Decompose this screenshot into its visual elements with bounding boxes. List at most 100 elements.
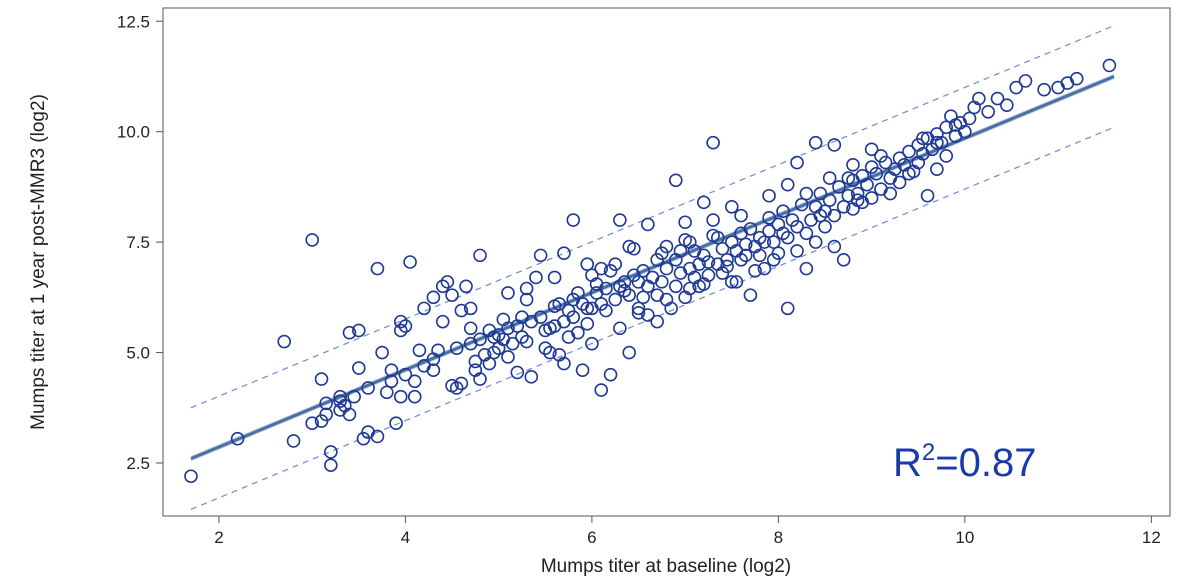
- data-point: [724, 275, 739, 289]
- data-point: [603, 264, 618, 278]
- y-axis: 2.5 5.0 7.5 10.0 12.5: [117, 12, 163, 473]
- data-point: [305, 233, 319, 247]
- data-point: [449, 341, 464, 355]
- data-point: [435, 279, 450, 294]
- data-point: [571, 325, 585, 340]
- data-point: [813, 186, 828, 201]
- data-point: [641, 308, 655, 322]
- data-point: [669, 173, 683, 188]
- data-point: [738, 237, 753, 252]
- data-point: [631, 301, 646, 316]
- data-point: [617, 283, 632, 298]
- data-point: [524, 370, 539, 384]
- data-point: [538, 341, 553, 355]
- data-point: [683, 235, 697, 249]
- data-point: [468, 354, 483, 369]
- data-point: [347, 389, 361, 404]
- data-point: [319, 396, 333, 411]
- data-point: [543, 345, 557, 360]
- y-tick-label: 7.5: [126, 233, 150, 252]
- data-point: [594, 261, 609, 276]
- data-point: [939, 149, 954, 163]
- data-point: [277, 334, 292, 349]
- data-point: [1000, 98, 1014, 112]
- data-point: [659, 261, 674, 276]
- data-point: [902, 166, 916, 181]
- data-point: [710, 230, 725, 245]
- x-axis-title: Mumps titer at baseline (log2): [541, 556, 791, 577]
- data-point: [1069, 71, 1084, 86]
- data-point: [552, 297, 567, 311]
- data-point: [594, 383, 609, 397]
- data-point: [827, 208, 842, 223]
- data-point: [678, 215, 692, 230]
- data-point: [608, 292, 623, 307]
- data-point: [776, 226, 790, 241]
- data-point: [846, 158, 860, 172]
- data-point: [426, 363, 441, 378]
- data-point: [734, 208, 748, 223]
- data-point: [655, 275, 669, 289]
- data-point: [440, 275, 455, 289]
- data-point: [729, 275, 744, 289]
- data-point: [473, 248, 487, 263]
- data-point: [780, 177, 795, 192]
- data-point: [757, 261, 772, 276]
- data-point: [599, 303, 613, 318]
- data-point: [333, 389, 347, 404]
- data-point: [827, 138, 842, 152]
- data-point: [655, 246, 669, 260]
- data-point: [463, 301, 478, 316]
- x-tick-label: 8: [774, 528, 783, 547]
- data-point: [738, 248, 753, 263]
- prediction-band-upper: [190, 25, 1115, 409]
- x-tick-label: 12: [1142, 528, 1161, 547]
- data-point: [869, 166, 884, 181]
- data-point: [482, 356, 497, 371]
- data-point: [916, 131, 930, 146]
- data-point: [561, 303, 576, 318]
- data-point: [613, 279, 627, 294]
- data-point: [398, 319, 413, 333]
- data-point: [631, 305, 646, 320]
- data-point: [762, 188, 776, 203]
- data-point: [375, 345, 389, 360]
- data-point: [808, 135, 823, 150]
- data-point: [585, 268, 599, 283]
- data-point: [641, 217, 655, 232]
- data-point: [473, 332, 487, 347]
- data-point: [990, 91, 1005, 106]
- data-point: [860, 177, 874, 192]
- data-point: [613, 213, 627, 227]
- data-points: [184, 58, 1117, 484]
- data-point: [836, 252, 851, 267]
- data-point: [519, 292, 534, 307]
- data-point: [780, 230, 795, 245]
- data-point: [939, 120, 954, 135]
- data-point: [487, 330, 501, 344]
- data-point: [794, 197, 809, 212]
- data-point: [948, 118, 963, 132]
- data-point: [617, 275, 632, 289]
- data-point: [622, 288, 637, 302]
- data-point: [324, 445, 338, 459]
- data-point: [1009, 80, 1023, 95]
- data-point: [650, 314, 664, 329]
- x-tick-label: 6: [587, 528, 596, 547]
- data-point: [780, 301, 795, 316]
- data-point: [762, 224, 776, 238]
- data-point: [692, 279, 706, 294]
- data-point: [920, 188, 935, 203]
- data-point: [836, 199, 851, 214]
- data-point: [766, 235, 781, 249]
- data-point: [314, 372, 329, 386]
- data-point: [454, 376, 469, 391]
- data-point: [361, 381, 375, 395]
- x-tick-label: 4: [401, 528, 410, 547]
- y-tick-label: 10.0: [117, 123, 150, 142]
- data-point: [818, 219, 832, 234]
- data-point: [720, 259, 734, 274]
- data-point: [393, 323, 408, 338]
- data-point: [384, 374, 399, 389]
- data-point: [934, 135, 949, 150]
